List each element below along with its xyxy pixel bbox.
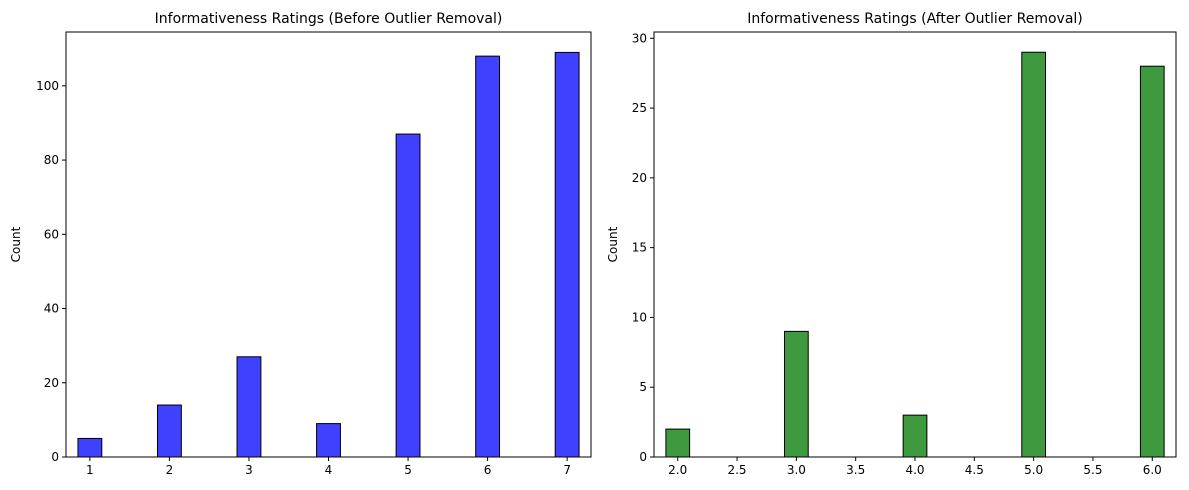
y-tick-label: 5 [639,380,647,394]
y-tick-label: 60 [44,227,59,241]
plot-frame [653,31,1177,458]
x-tick-label: 3 [245,463,253,477]
bar [554,51,580,458]
x-tick-label: 5 [404,463,412,477]
y-tick-label: 20 [632,171,647,185]
x-tick-label: 4.5 [965,463,984,477]
y-tick-label: 10 [632,310,647,324]
bar [784,330,809,458]
chart-title: Informativeness Ratings (Before Outlier … [155,11,503,27]
bar [665,428,691,458]
bar [1139,65,1165,458]
plot-frame [65,31,592,458]
y-tick-label: 15 [632,241,647,255]
bar [395,133,421,458]
y-axis-label: Count [9,226,23,262]
x-tick-label: 6 [484,463,492,477]
y-tick-label: 0 [639,450,647,464]
bar [156,404,182,458]
chart-after-outlier-removal: Informativeness Ratings (After Outlier R… [606,11,1177,477]
y-tick-label: 0 [51,450,59,464]
bar [1021,51,1047,458]
x-tick-label: 2.5 [727,463,746,477]
bar [77,437,103,458]
bar [902,414,928,458]
chart-before-outlier-removal: Informativeness Ratings (Before Outlier … [9,11,592,477]
x-tick-label: 7 [563,463,571,477]
x-tick-label: 5.5 [1083,463,1102,477]
y-tick-label: 100 [36,79,59,93]
y-tick-label: 20 [44,376,59,390]
bar [316,423,341,458]
y-tick-label: 25 [632,101,647,115]
x-tick-label: 2 [166,463,174,477]
bar [236,356,262,458]
chart-title: Informativeness Ratings (After Outlier R… [747,11,1083,27]
y-axis-label: Count [606,226,620,262]
x-tick-label: 6.0 [1143,463,1162,477]
x-tick-label: 3.5 [846,463,865,477]
x-tick-label: 4 [325,463,333,477]
x-tick-label: 4.0 [905,463,924,477]
x-tick-label: 2.0 [668,463,687,477]
bar [475,55,501,458]
x-tick-label: 5.0 [1024,463,1043,477]
y-tick-label: 40 [44,302,59,316]
y-tick-label: 80 [44,153,59,167]
y-tick-label: 30 [632,31,647,45]
x-tick-label: 3.0 [787,463,806,477]
x-tick-label: 1 [86,463,94,477]
